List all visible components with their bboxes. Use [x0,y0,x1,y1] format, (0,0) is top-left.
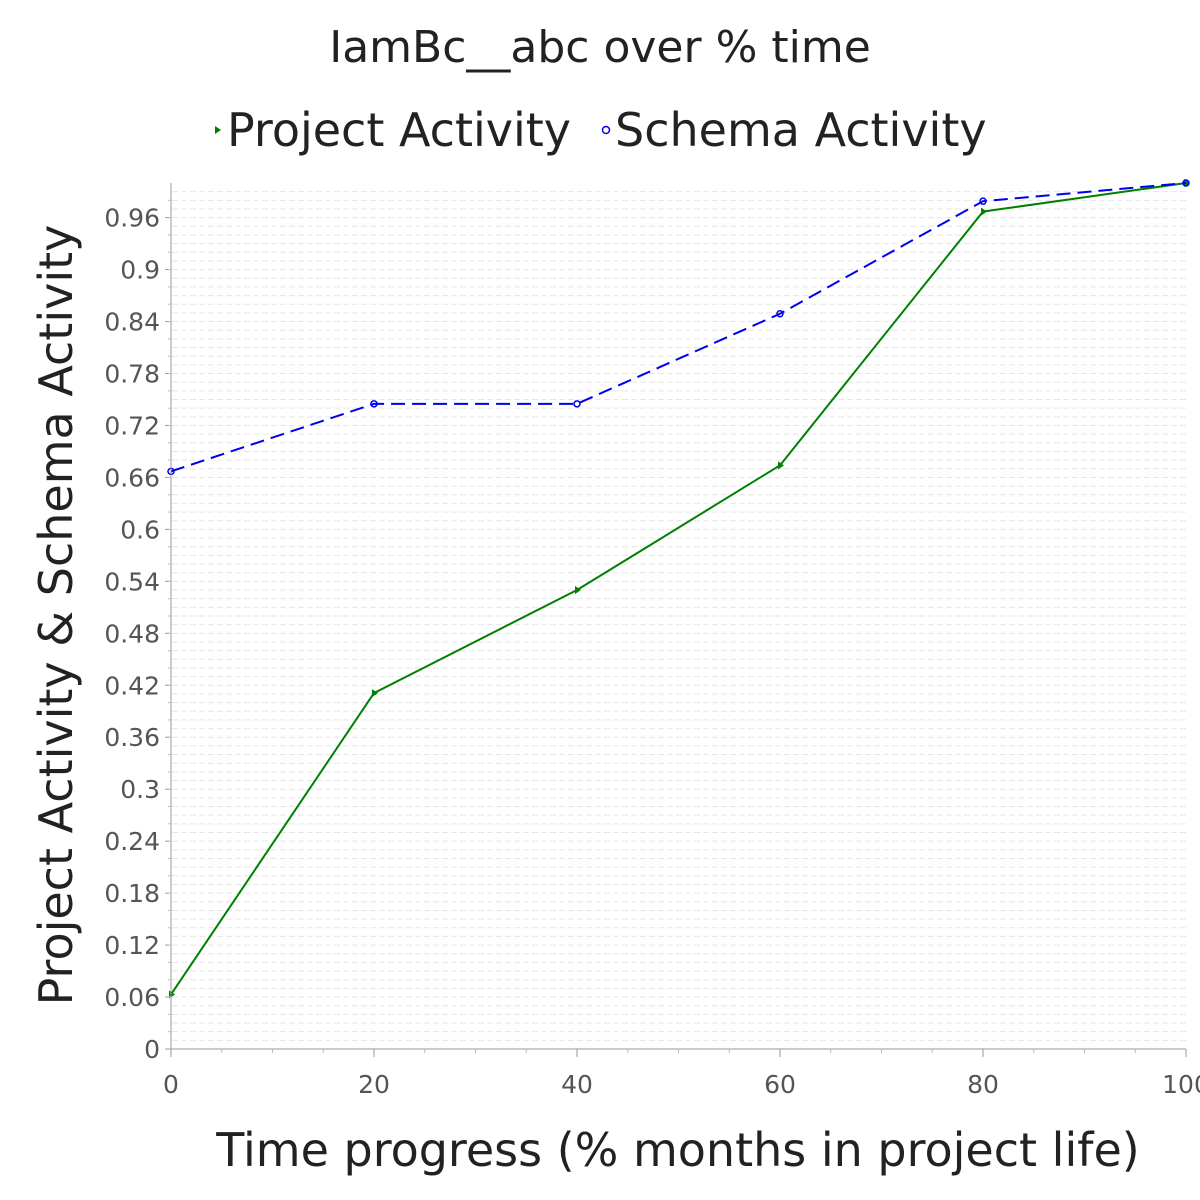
data-point-project-activity [778,461,784,470]
y-tick-label: 0.9 [120,256,160,285]
y-axis-label: Project Activity & Schema Activity [29,225,83,1006]
y-tick-label: 0.54 [104,567,160,596]
plot-area [167,179,1190,1049]
legend: Project Activity Schema Activity [215,103,987,157]
x-tick-label: 40 [561,1070,593,1099]
x-tick-label: 0 [163,1070,179,1099]
data-point-project-activity [1184,179,1190,187]
y-tick-label: 0.96 [104,204,160,233]
y-tick-label: 0 [144,1035,160,1064]
data-point-schema-activity [573,400,581,408]
x-axis-ticks: 0 20 40 60 80 100 [163,1049,1200,1099]
y-tick-label: 0.12 [104,931,160,960]
legend-label-schema-activity: Schema Activity [615,103,987,157]
y-tick-label: 0.24 [104,827,160,856]
data-point-project-activity [575,586,581,595]
x-axis-label: Time progress (% months in project life) [215,1123,1139,1177]
data-point-schema-activity [1182,179,1190,187]
y-tick-label: 0.48 [104,619,160,648]
data-point-schema-activity [370,400,378,408]
y-tick-label: 0.78 [104,360,160,389]
y-tick-label: 0.36 [104,723,160,752]
axes: 0 0.06 0.12 0.18 0.24 0.3 0.36 0.42 0.48 0.54 0.6 0… [104,183,1200,1099]
minor-gridlines [172,191,1186,1041]
y-tick-label: 0.72 [104,411,160,440]
legend-marker-schema-activity [601,125,611,135]
chart-title: IamBc__abc over % time [329,22,871,73]
y-tick-label: 0.42 [104,671,160,700]
series-line-schema-activity [170,182,1187,473]
data-point-schema-activity [979,197,987,205]
data-point-project-activity [372,689,378,698]
x-tick-label: 80 [967,1070,999,1099]
x-tick-label: 100 [1162,1070,1200,1099]
series-line-project-activity [170,182,1187,996]
legend-label-project-activity: Project Activity [227,103,571,157]
legend-marker-project-activity [215,126,221,134]
x-tick-label: 60 [764,1070,796,1099]
y-tick-label: 0.3 [120,775,160,804]
x-tick-label: 20 [358,1070,390,1099]
data-point-project-activity [981,207,987,216]
y-tick-label: 0.6 [120,515,160,544]
data-point-schema-activity [776,310,784,318]
y-tick-label: 0.06 [104,983,160,1012]
y-axis-ticks: 0 0.06 0.12 0.18 0.24 0.3 0.36 0.42 0.48 0.54 0.6 0… [104,199,171,1064]
y-tick-label: 0.66 [104,463,160,492]
y-tick-label: 0.18 [104,879,160,908]
y-tick-label: 0.84 [104,308,160,337]
